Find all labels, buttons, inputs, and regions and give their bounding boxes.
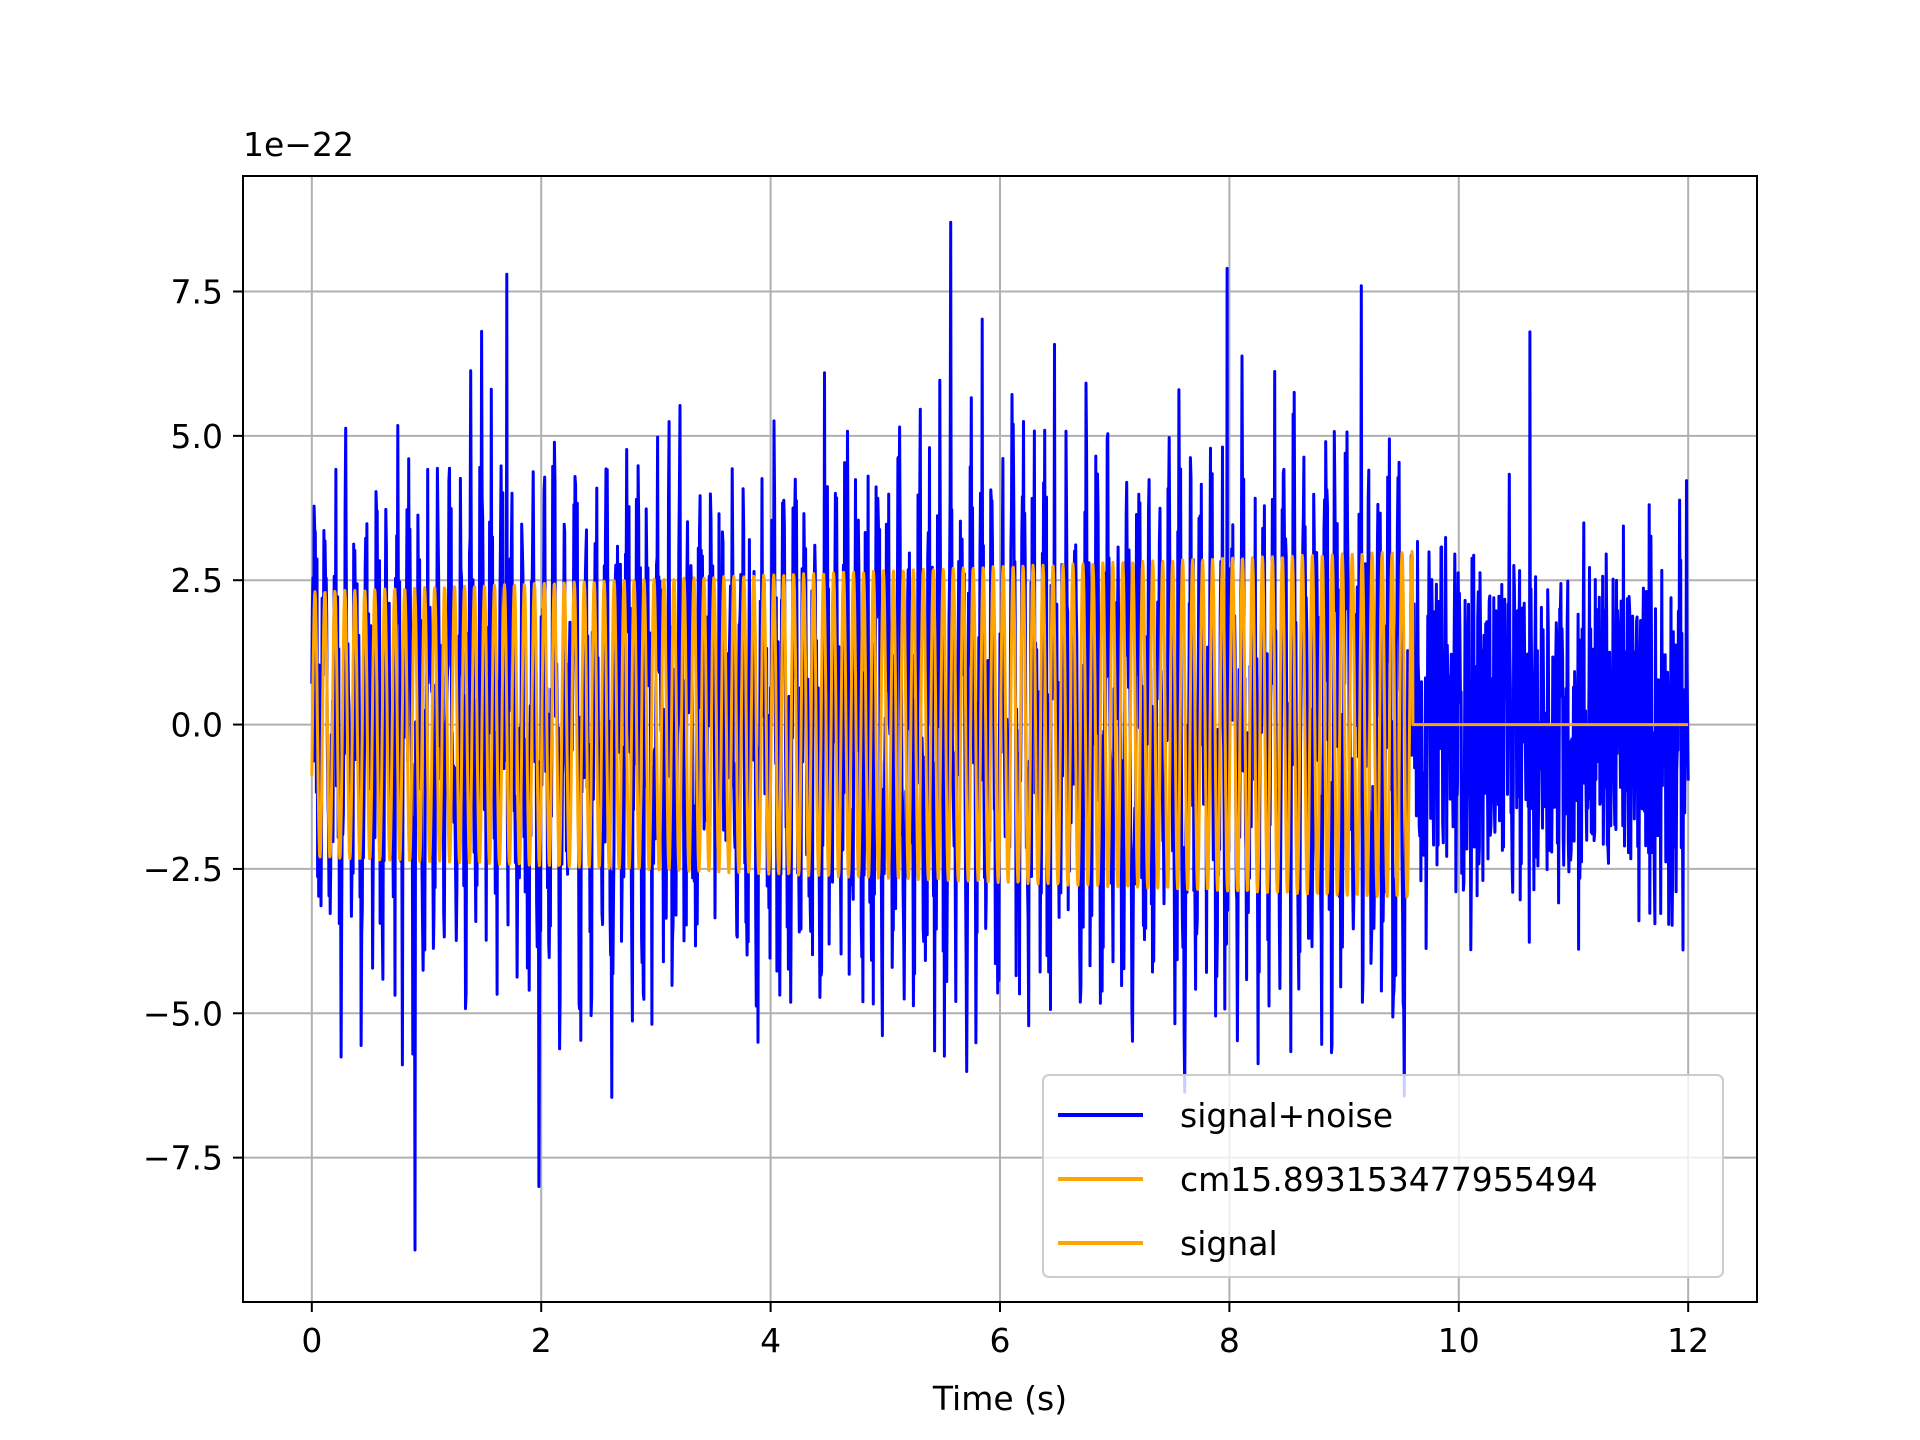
- y-tick-label: 7.5: [171, 272, 223, 311]
- legend-label: cm15.893153477955494: [1180, 1160, 1598, 1199]
- x-tick-label: 8: [1219, 1321, 1240, 1360]
- y-tick-label: 5.0: [171, 417, 223, 456]
- y-tick-label: 2.5: [171, 561, 223, 600]
- legend-label: signal+noise: [1180, 1096, 1393, 1135]
- legend: signal+noise cm15.893153477955494 signal: [1042, 1074, 1724, 1278]
- x-tick-label: 0: [301, 1321, 322, 1360]
- y-tick-label: −2.5: [143, 850, 223, 889]
- series-signal-noise-line: [310, 220, 1690, 1252]
- x-tick-label: 6: [990, 1321, 1011, 1360]
- y-tick-label: 0.0: [171, 706, 223, 745]
- y-tick-label: −5.0: [143, 994, 223, 1033]
- legend-box: [1042, 1074, 1724, 1278]
- x-tick-label: 12: [1667, 1321, 1709, 1360]
- y-offset-text: 1e−22: [243, 125, 354, 164]
- x-axis-label: Time (s): [932, 1379, 1067, 1418]
- x-tick-label: 4: [760, 1321, 781, 1360]
- x-axis: 0 2 4 6 8 10 12: [301, 1302, 1709, 1360]
- y-axis: −7.5 −5.0 −2.5 0.0 2.5 5.0 7.5: [143, 272, 243, 1178]
- x-tick-label: 10: [1438, 1321, 1480, 1360]
- series-signal-line: [310, 550, 1690, 899]
- series-lines: [310, 220, 1690, 1252]
- y-tick-label: −7.5: [143, 1139, 223, 1178]
- legend-label: signal: [1180, 1224, 1278, 1263]
- x-tick-label: 2: [531, 1321, 552, 1360]
